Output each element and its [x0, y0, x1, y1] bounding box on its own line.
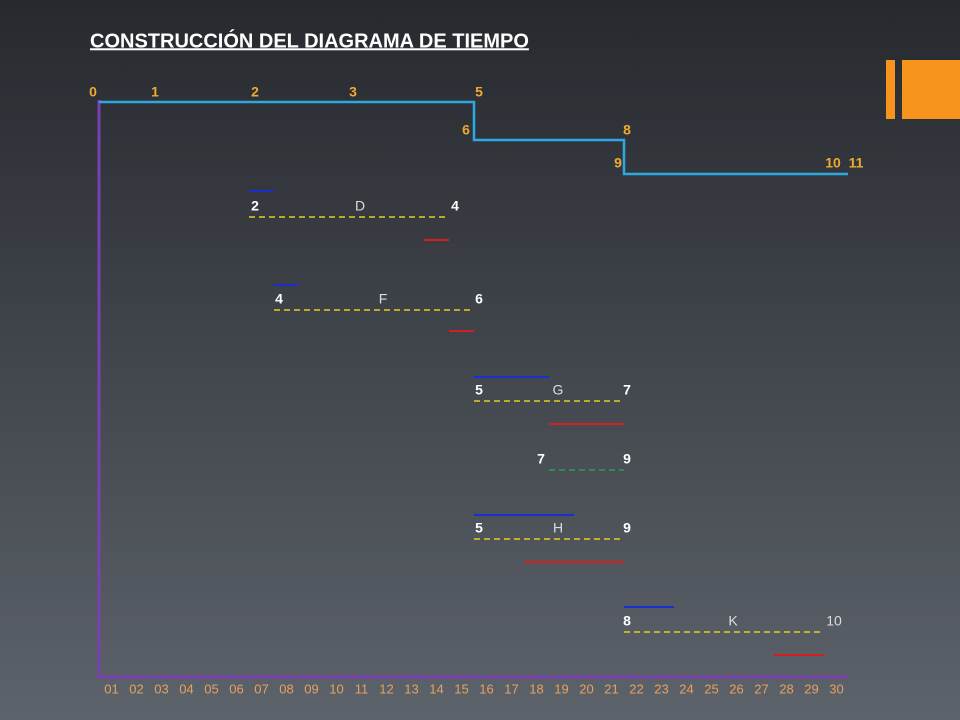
activity-dummy: 7 9 [537, 451, 631, 471]
end-node: 10 [826, 613, 842, 629]
day-label: 09 [304, 681, 318, 696]
day-label: 06 [229, 681, 243, 696]
day-label: 02 [129, 681, 143, 696]
start-node: 5 [475, 382, 483, 398]
day-label: 17 [504, 681, 518, 696]
day-label: 24 [679, 681, 693, 696]
day-label: 22 [629, 681, 643, 696]
end-node: 6 [475, 291, 483, 307]
day-label: 01 [104, 681, 118, 696]
day-label: 29 [804, 681, 818, 696]
node-label: 8 [623, 122, 631, 138]
end-node: 4 [451, 198, 459, 214]
activity-name: H [553, 520, 563, 536]
day-label: 20 [579, 681, 593, 696]
day-label: 25 [704, 681, 718, 696]
day-label: 26 [729, 681, 743, 696]
day-label: 05 [204, 681, 218, 696]
start-node: 5 [475, 520, 483, 536]
day-label: 08 [279, 681, 293, 696]
node-label: 11 [849, 155, 864, 171]
day-label: 27 [754, 681, 768, 696]
axes [97, 100, 849, 679]
activity-h: 5 H 9 [474, 514, 631, 563]
day-label: 21 [604, 681, 618, 696]
node-label: 5 [475, 84, 483, 100]
node-label: 0 [89, 84, 97, 100]
node-label: 1 [151, 84, 159, 100]
node-label: 2 [251, 84, 259, 100]
day-labels: 01 02 03 04 05 06 07 08 09 10 11 12 13 14 15 16 17 18 19 20… [104, 681, 843, 696]
accent-square [902, 60, 960, 119]
day-label: 11 [355, 681, 369, 696]
end-node: 9 [623, 520, 631, 536]
day-label: 03 [154, 681, 168, 696]
activity-k: 8 K 10 [623, 606, 842, 656]
day-label: 12 [379, 681, 393, 696]
day-label: 28 [779, 681, 793, 696]
end-node: 7 [623, 382, 631, 398]
start-node: 2 [251, 198, 259, 214]
activity-f: 4 F 6 [274, 284, 483, 332]
day-label: 16 [479, 681, 493, 696]
node-label: 10 [825, 155, 841, 171]
end-node: 9 [623, 451, 631, 467]
node-label: 9 [614, 155, 622, 171]
day-label: 15 [454, 681, 468, 696]
activity-name: G [553, 382, 564, 398]
day-label: 23 [654, 681, 668, 696]
activity-name: D [355, 198, 365, 214]
day-label: 14 [429, 681, 443, 696]
node-label: 6 [462, 122, 470, 138]
start-node: 4 [275, 291, 283, 307]
day-label: 13 [404, 681, 418, 696]
day-label: 10 [329, 681, 343, 696]
day-label: 04 [179, 681, 193, 696]
day-label: 19 [554, 681, 568, 696]
activity-d: 2 D 4 [249, 190, 459, 241]
title: CONSTRUCCIÓN DEL DIAGRAMA DE TIEMPO [90, 28, 529, 52]
critical-path-labels: 0 1 2 3 5 6 8 9 10 11 [89, 84, 864, 171]
accent-bar [886, 60, 895, 119]
activity-g: 5 G 7 [474, 376, 631, 425]
activity-name: F [379, 291, 388, 307]
start-node: 8 [623, 613, 631, 629]
activity-name: K [728, 613, 738, 629]
day-label: 30 [829, 681, 843, 696]
day-label: 07 [254, 681, 268, 696]
critical-path [99, 100, 848, 176]
node-label: 3 [349, 84, 357, 100]
start-node: 7 [537, 451, 545, 467]
day-label: 18 [529, 681, 543, 696]
